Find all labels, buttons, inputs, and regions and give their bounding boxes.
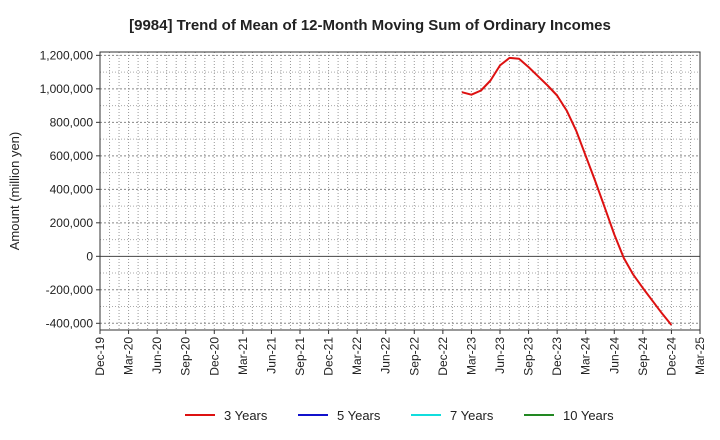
x-tick-label: Mar-24 [579,337,593,375]
legend: 3 Years 5 Years 7 Years 10 Years [185,408,614,423]
x-tick-label: Mar-23 [464,337,478,375]
x-tick-label: Jun-24 [607,337,621,374]
x-tick-label: Jun-20 [150,337,164,374]
x-tick-label: Jun-21 [264,337,278,374]
y-tick-labels: 1,200,000 1,000,000 800,000 600,000 400,000 2… [40,48,100,330]
x-tick-label: Dec-19 [93,337,107,376]
y-tick-label: 400,000 [50,182,94,196]
y-tick-label: 600,000 [50,149,94,163]
y-tick-label: 1,000,000 [40,82,94,96]
legend-label: 10 Years [563,408,614,423]
y-tick-label: -200,000 [46,283,94,297]
x-tick-label: Jun-22 [379,337,393,374]
x-tick-label: Dec-20 [207,337,221,376]
x-tick-label: Sep-20 [179,337,193,376]
x-tick-label: Mar-21 [236,337,250,375]
x-tick-label: Dec-21 [322,337,336,376]
series-lines [461,56,673,326]
x-tick-label: Sep-24 [636,337,650,376]
x-tick-label: Mar-25 [693,337,707,375]
x-tick-label: Sep-22 [407,337,421,376]
y-tick-label: 0 [86,249,93,263]
x-tick-label: Sep-23 [522,337,536,376]
legend-label: 3 Years [224,408,268,423]
y-tick-label: 800,000 [50,115,94,129]
x-tick-label: Jun-23 [493,337,507,374]
y-tick-label: 1,200,000 [40,48,94,62]
legend-label: 7 Years [450,408,494,423]
y-tick-label: 200,000 [50,216,94,230]
x-tick-label: Dec-24 [664,337,678,376]
x-tick-labels: Dec-19 Mar-20 Jun-20 Sep-20 Dec-20 Mar-21 Jun-… [93,330,707,376]
gridlines [100,52,700,330]
legend-label: 5 Years [337,408,381,423]
x-tick-label: Dec-23 [550,337,564,376]
series-line-3-years [461,56,673,326]
x-tick-label: Dec-22 [436,337,450,376]
x-tick-label: Mar-20 [122,337,136,375]
y-tick-label: -400,000 [46,316,94,330]
x-tick-label: Mar-22 [350,337,364,375]
chart-title: [9984] Trend of Mean of 12-Month Moving … [129,17,611,34]
plot-area [99,51,701,331]
x-tick-label: Sep-21 [293,337,307,376]
y-axis-label: Amount (million yen) [7,132,22,251]
